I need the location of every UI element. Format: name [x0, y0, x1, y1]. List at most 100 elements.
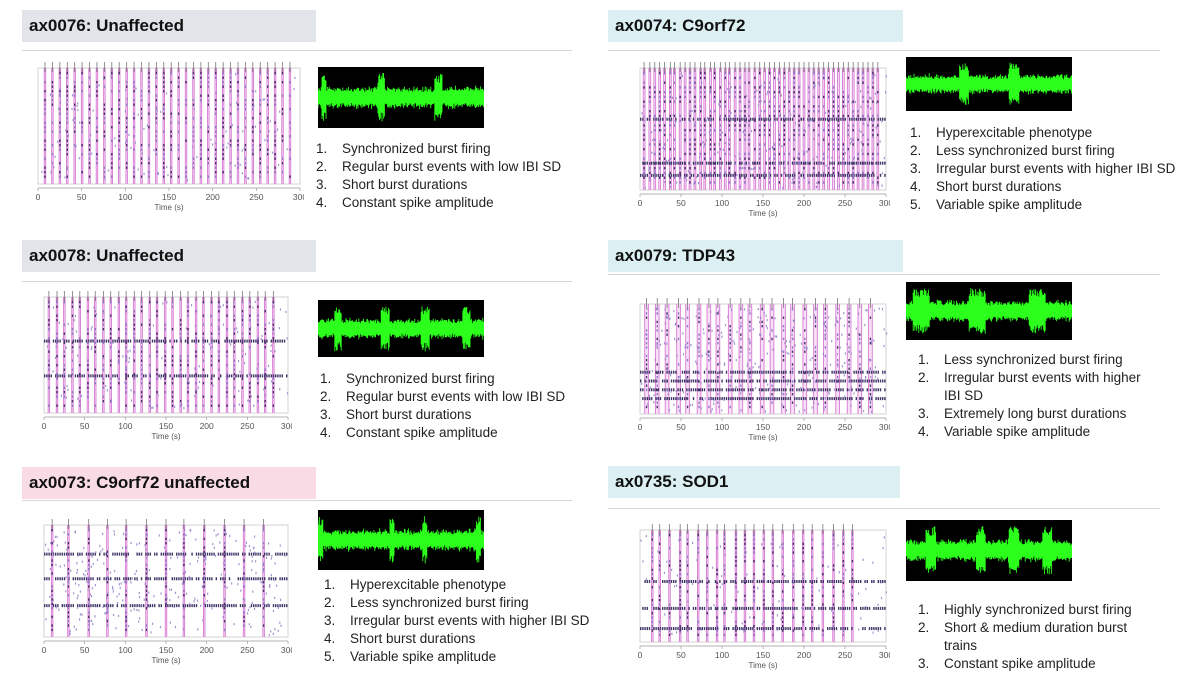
- finding-item: 2. Short & medium duration burst trains: [918, 620, 1128, 653]
- finding-list: 1. Hyperexcitable phenotype 2. Less synchr…: [910, 124, 1180, 214]
- panel-title: ax0074: C9orf72: [608, 10, 903, 42]
- finding-list: 1. Synchronized burst firing 2. Regular bu…: [320, 370, 580, 442]
- divider: [22, 500, 572, 501]
- voltage-trace: [905, 57, 1073, 111]
- voltage-trace: [317, 510, 485, 570]
- trace-waveform: [317, 516, 485, 564]
- finding-item: 2. Irregular burst events with higher IBI…: [918, 370, 1141, 403]
- voltage-trace: [905, 520, 1073, 581]
- divider: [608, 50, 1160, 51]
- x-tick-label: 100: [118, 192, 132, 202]
- x-tick-label: 0: [42, 645, 47, 655]
- x-tick-label: 250: [240, 645, 254, 655]
- x-tick-label: 200: [200, 421, 214, 431]
- finding-item: 1. Hyperexcitable phenotype: [324, 577, 507, 592]
- panel-title: ax0078: Unaffected: [22, 240, 316, 272]
- finding-item: 3. Extremely long burst durations: [918, 406, 1127, 421]
- x-tick-label: 100: [715, 198, 729, 208]
- divider: [22, 281, 572, 282]
- finding-list: 1. Less synchronized burst firing 2. Irreg…: [918, 351, 1158, 441]
- x-tick-label: 150: [159, 645, 173, 655]
- voltage-trace: [317, 67, 485, 128]
- trace-waveform: [317, 306, 485, 352]
- finding-item: 4. Short burst durations: [910, 179, 1062, 194]
- x-axis-label: Time (s): [151, 656, 180, 665]
- x-tick-label: 150: [159, 421, 173, 431]
- x-tick-label: 150: [756, 422, 770, 432]
- x-tick-label: 300: [281, 421, 292, 431]
- finding-item: 4. Constant spike amplitude: [320, 425, 498, 440]
- x-tick-label: 300: [879, 422, 890, 432]
- x-tick-label: 300: [879, 198, 890, 208]
- x-tick-label: 0: [42, 421, 47, 431]
- x-tick-label: 200: [797, 198, 811, 208]
- finding-item: 1. Hyperexcitable phenotype: [910, 125, 1093, 140]
- divider: [608, 274, 1160, 275]
- finding-item: 3. Short burst durations: [316, 177, 468, 192]
- x-tick-label: 200: [206, 192, 220, 202]
- x-tick-label: 100: [118, 645, 132, 655]
- x-tick-label: 200: [797, 650, 811, 660]
- x-tick-label: 250: [240, 421, 254, 431]
- finding-item: 3. Constant spike amplitude: [918, 656, 1096, 671]
- x-tick-label: 0: [36, 192, 41, 202]
- finding-item: 2. Regular burst events with low IBI SD: [320, 389, 566, 404]
- finding-list: 1. Synchronized burst firing 2. Regular bu…: [316, 140, 576, 212]
- raster-plot: 0 50 100 150 200 250 300 Time (s): [638, 298, 890, 442]
- panel-title: ax0073: C9orf72 unaffected: [22, 467, 316, 499]
- x-tick-label: 50: [80, 645, 90, 655]
- x-tick-label: 300: [293, 192, 304, 202]
- x-tick-label: 150: [756, 198, 770, 208]
- x-tick-label: 300: [281, 645, 292, 655]
- x-tick-label: 50: [80, 421, 90, 431]
- finding-item: 4. Short burst durations: [324, 631, 476, 646]
- x-tick-label: 250: [838, 650, 852, 660]
- finding-item: 2. Less synchronized burst firing: [910, 143, 1115, 158]
- x-tick-label: 0: [638, 422, 643, 432]
- x-tick-label: 150: [756, 650, 770, 660]
- x-tick-label: 50: [676, 198, 686, 208]
- x-tick-label: 50: [77, 192, 87, 202]
- finding-item: 1. Synchronized burst firing: [316, 141, 491, 156]
- x-tick-label: 200: [797, 422, 811, 432]
- x-tick-label: 250: [249, 192, 263, 202]
- finding-item: 1. Highly synchronized burst firing: [918, 602, 1132, 617]
- trace-waveform: [905, 287, 1073, 334]
- raster-plot: 0 50 100 150 200 250 300 Time (s): [36, 62, 304, 212]
- finding-item: 2. Regular burst events with low IBI SD: [316, 159, 562, 174]
- finding-item: 4. Variable spike amplitude: [918, 424, 1091, 439]
- voltage-trace: [905, 282, 1073, 340]
- panel-title: ax0079: TDP43: [608, 240, 903, 272]
- x-tick-label: 100: [715, 650, 729, 660]
- finding-item: 5. Variable spike amplitude: [910, 197, 1083, 212]
- voltage-trace: [317, 300, 485, 357]
- finding-list: 1. Highly synchronized burst firing 2. Sho…: [918, 601, 1158, 673]
- finding-item: 1. Less synchronized burst firing: [918, 352, 1123, 367]
- trace-waveform: [905, 526, 1073, 575]
- x-tick-label: 0: [638, 198, 643, 208]
- x-tick-label: 250: [838, 198, 852, 208]
- x-tick-label: 50: [676, 422, 686, 432]
- divider: [608, 508, 1160, 509]
- finding-list: 1. Hyperexcitable phenotype 2. Less synchr…: [324, 576, 594, 666]
- x-tick-label: 150: [162, 192, 176, 202]
- x-tick-label: 50: [676, 650, 686, 660]
- divider: [22, 50, 572, 51]
- raster-plot: 0 50 100 150 200 250 300 Time (s): [42, 519, 292, 665]
- x-axis-label: Time (s): [154, 203, 183, 212]
- x-tick-label: 300: [879, 650, 890, 660]
- finding-item: 2. Less synchronized burst firing: [324, 595, 529, 610]
- raster-plot: 0 50 100 150 200 250 300 Time (s): [42, 291, 292, 441]
- panel-title: ax0735: SOD1: [608, 466, 900, 498]
- x-axis-label: Time (s): [748, 433, 777, 442]
- x-tick-label: 0: [638, 650, 643, 660]
- finding-item: 5. Variable spike amplitude: [324, 649, 497, 664]
- finding-item: 3. Short burst durations: [320, 407, 472, 422]
- raster-plot: 0 50 100 150 200 250 300 Time (s): [638, 524, 890, 670]
- trace-waveform: [317, 73, 485, 122]
- finding-item: 3. Irregular burst events with higher IBI…: [324, 613, 590, 628]
- x-tick-label: 200: [200, 645, 214, 655]
- x-tick-label: 250: [838, 422, 852, 432]
- finding-item: 4. Constant spike amplitude: [316, 195, 494, 210]
- finding-item: 3. Irregular burst events with higher IBI…: [910, 161, 1176, 176]
